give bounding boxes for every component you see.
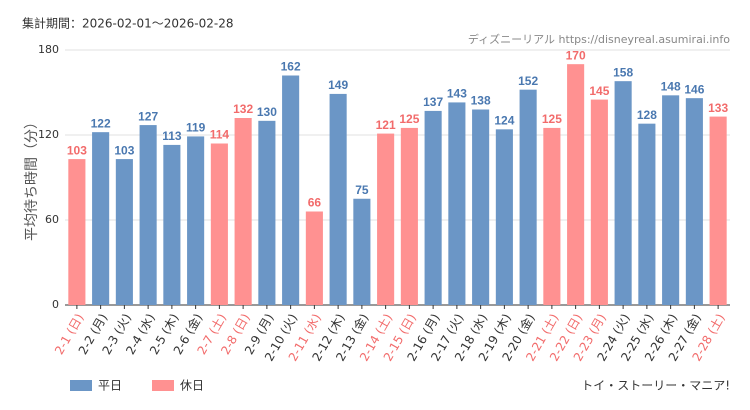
value-label: 125 — [399, 112, 419, 126]
bar — [92, 132, 110, 305]
bar — [353, 198, 371, 305]
legend-label: 平日 — [98, 379, 122, 393]
bar — [115, 159, 133, 305]
value-label: 119 — [186, 121, 206, 135]
value-label: 158 — [613, 65, 633, 79]
bar — [305, 211, 323, 305]
bar — [448, 102, 466, 306]
value-label: 170 — [566, 48, 586, 62]
y-tick-label: 60 — [45, 213, 59, 226]
bar — [590, 99, 608, 305]
value-label: 133 — [708, 101, 728, 115]
value-label: 148 — [661, 80, 681, 94]
bar — [519, 89, 537, 306]
value-label: 146 — [684, 82, 704, 96]
legend-label: 休日 — [180, 379, 204, 393]
bar — [662, 95, 680, 305]
value-label: 113 — [162, 129, 182, 143]
value-label: 145 — [589, 84, 609, 98]
value-label: 143 — [447, 87, 467, 101]
bar — [377, 133, 395, 305]
value-label: 66 — [308, 196, 322, 210]
annotation: トイ・ストーリー・マニア! — [581, 379, 730, 393]
value-label: 152 — [518, 74, 538, 88]
bar — [400, 127, 418, 306]
value-label: 128 — [637, 108, 657, 122]
value-label: 103 — [114, 143, 134, 157]
bar — [163, 144, 181, 305]
bar — [258, 120, 276, 305]
y-tick-label: 180 — [38, 43, 59, 56]
value-label: 127 — [138, 109, 158, 123]
value-label: 125 — [542, 112, 562, 126]
value-label: 149 — [328, 78, 348, 92]
bar — [329, 93, 347, 306]
chart-title: 集計期間：2026-02-01～2026-02-28 — [22, 16, 233, 31]
value-label: 132 — [233, 102, 253, 116]
bar — [234, 118, 252, 305]
legend-swatch — [70, 380, 92, 391]
y-tick-label: 120 — [38, 128, 59, 141]
value-label: 138 — [471, 94, 491, 108]
bar — [709, 116, 727, 305]
value-label: 122 — [91, 116, 111, 130]
bar — [282, 75, 300, 305]
value-label: 121 — [376, 118, 396, 132]
bar — [495, 129, 513, 305]
source: ディズニーリアル https://disneyreal.asumirai.inf… — [468, 32, 730, 46]
value-label: 162 — [281, 60, 301, 74]
value-label: 137 — [423, 95, 443, 109]
bar — [472, 109, 490, 305]
value-label: 114 — [210, 128, 230, 142]
legend-swatch — [152, 380, 174, 391]
bar — [614, 81, 632, 306]
bar — [139, 125, 157, 305]
bar — [638, 123, 656, 306]
bar — [68, 159, 86, 305]
bar — [424, 110, 442, 306]
value-label: 124 — [494, 114, 514, 128]
y-tick-label: 0 — [52, 298, 59, 311]
bar — [210, 143, 228, 305]
value-label: 130 — [257, 105, 277, 119]
value-label: 75 — [355, 183, 369, 197]
bar — [543, 127, 561, 306]
bar — [685, 98, 703, 306]
bar — [567, 64, 585, 306]
bar — [187, 136, 205, 305]
value-label: 103 — [67, 143, 87, 157]
y-axis-label: 平均待ち時間（分） — [24, 115, 40, 241]
